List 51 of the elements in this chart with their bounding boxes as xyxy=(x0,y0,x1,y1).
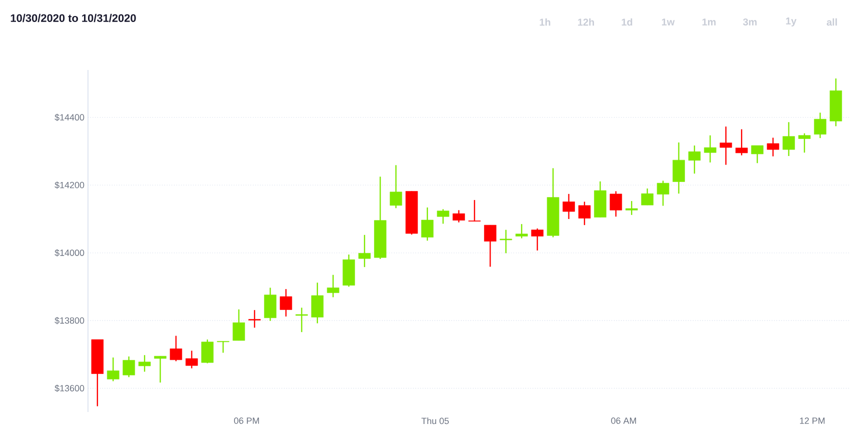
candlestick xyxy=(248,309,261,328)
candlestick xyxy=(390,164,402,209)
candlestick xyxy=(186,350,198,369)
candlestick xyxy=(170,335,182,362)
candlestick xyxy=(672,142,685,194)
candlestick xyxy=(217,340,230,354)
candlestick xyxy=(201,338,214,364)
candlestick xyxy=(484,224,496,268)
candlestick xyxy=(468,199,481,222)
candlestick xyxy=(531,228,544,252)
candlestick xyxy=(720,126,732,166)
candlestick xyxy=(311,282,324,324)
candlestick xyxy=(656,180,670,206)
candlestick xyxy=(296,307,308,333)
candlestick xyxy=(500,229,512,254)
candlestick xyxy=(516,223,528,239)
x-tick-label: 06 AM xyxy=(611,418,636,424)
candlestick xyxy=(154,356,166,384)
candlestick xyxy=(688,144,701,174)
candlestick xyxy=(578,201,591,226)
candlestick xyxy=(735,128,748,156)
candlestick xyxy=(138,354,151,372)
candlestick xyxy=(766,137,780,157)
y-tick-label: $14400 xyxy=(54,114,84,122)
candlestick xyxy=(107,356,120,382)
candlestick xyxy=(626,200,638,216)
candlestick xyxy=(421,206,434,242)
chart-title: 10/30/2020 to 10/31/2020 xyxy=(10,14,136,22)
candlestick xyxy=(326,274,340,298)
candlestick xyxy=(280,288,292,318)
candlestick xyxy=(782,122,795,157)
y-tick-label: $14200 xyxy=(54,181,84,189)
candlestick xyxy=(562,193,575,220)
candlestick xyxy=(452,210,465,223)
candlestick xyxy=(436,208,450,224)
candlestick xyxy=(798,132,811,154)
candlestick xyxy=(751,144,764,164)
candlestick xyxy=(641,188,654,206)
candlestick xyxy=(264,287,276,322)
candlestick xyxy=(610,190,622,218)
candlestick xyxy=(232,308,245,342)
candlestick xyxy=(358,234,371,268)
y-tick-label: $13800 xyxy=(54,316,84,324)
x-tick-label: Thu 05 xyxy=(421,418,449,424)
x-tick-label: 12 PM xyxy=(800,418,825,424)
x-tick-label: 06 PM xyxy=(234,418,259,424)
candlestick xyxy=(122,356,135,378)
y-tick-label: $13600 xyxy=(54,384,84,392)
candlestick xyxy=(704,134,716,164)
y-tick-label: $14000 xyxy=(54,249,84,256)
candlestick xyxy=(814,112,826,139)
